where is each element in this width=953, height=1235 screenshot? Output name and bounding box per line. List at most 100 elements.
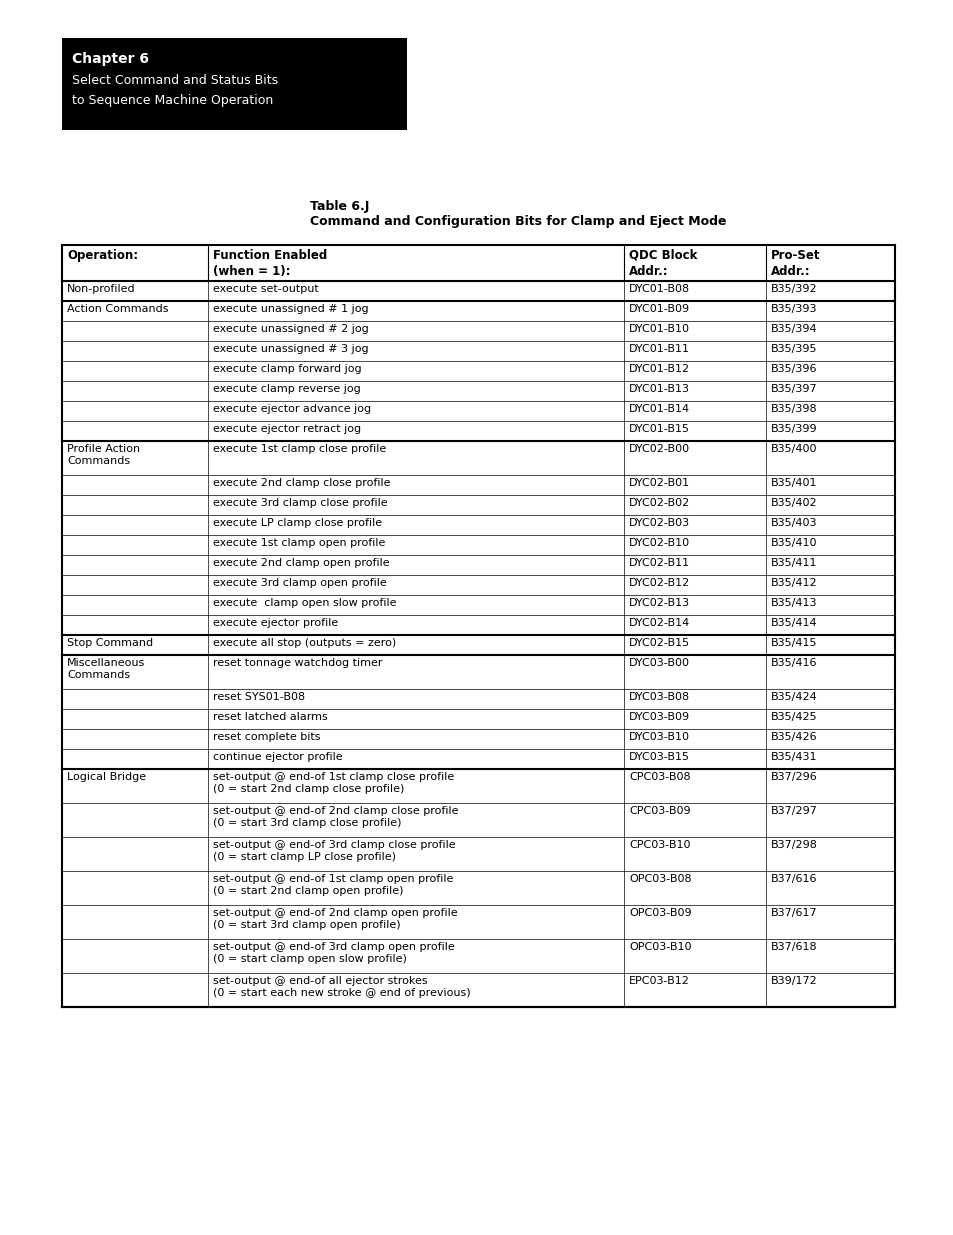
Text: execute 1st clamp close profile: execute 1st clamp close profile: [213, 445, 386, 454]
Text: B35/425: B35/425: [770, 713, 817, 722]
Text: B35/426: B35/426: [770, 732, 817, 742]
Text: DYC01-B13: DYC01-B13: [629, 384, 690, 394]
Text: set-output @ end-of 3rd clamp open profile
(0 = start clamp open slow profile): set-output @ end-of 3rd clamp open profi…: [213, 942, 454, 965]
Text: B35/410: B35/410: [770, 538, 817, 548]
Text: B35/397: B35/397: [770, 384, 817, 394]
Text: DYC01-B10: DYC01-B10: [629, 324, 690, 333]
Text: set-output @ end-of all ejector strokes
(0 = start each new stroke @ end of prev: set-output @ end-of all ejector strokes …: [213, 976, 470, 998]
Text: execute clamp reverse jog: execute clamp reverse jog: [213, 384, 360, 394]
Text: OPC03-B10: OPC03-B10: [629, 942, 691, 952]
Text: CPC03-B08: CPC03-B08: [629, 772, 690, 782]
Text: B35/399: B35/399: [770, 424, 817, 433]
Text: DYC01-B15: DYC01-B15: [629, 424, 690, 433]
Text: execute ejector profile: execute ejector profile: [213, 618, 337, 629]
Text: reset latched alarms: reset latched alarms: [213, 713, 327, 722]
Text: execute 1st clamp open profile: execute 1st clamp open profile: [213, 538, 385, 548]
Text: B35/394: B35/394: [770, 324, 817, 333]
Text: Command and Configuration Bits for Clamp and Eject Mode: Command and Configuration Bits for Clamp…: [310, 215, 726, 228]
Text: Table 6.J: Table 6.J: [310, 200, 369, 212]
Text: execute ejector advance jog: execute ejector advance jog: [213, 404, 371, 414]
Text: Action Commands: Action Commands: [67, 304, 169, 314]
Text: set-output @ end-of 1st clamp close profile
(0 = start 2nd clamp close profile): set-output @ end-of 1st clamp close prof…: [213, 772, 454, 794]
Text: execute 3rd clamp open profile: execute 3rd clamp open profile: [213, 578, 386, 588]
Text: DYC02-B14: DYC02-B14: [629, 618, 690, 629]
Text: set-output @ end-of 2nd clamp open profile
(0 = start 3rd clamp open profile): set-output @ end-of 2nd clamp open profi…: [213, 908, 456, 930]
Text: DYC02-B12: DYC02-B12: [629, 578, 690, 588]
Text: reset SYS01-B08: reset SYS01-B08: [213, 692, 305, 701]
Text: set-output @ end-of 2nd clamp close profile
(0 = start 3rd clamp close profile): set-output @ end-of 2nd clamp close prof…: [213, 806, 457, 827]
Text: CPC03-B09: CPC03-B09: [629, 806, 690, 816]
Text: Pro-Set
Addr.:: Pro-Set Addr.:: [770, 249, 820, 278]
Text: DYC02-B15: DYC02-B15: [629, 638, 690, 648]
Text: DYC02-B11: DYC02-B11: [629, 558, 690, 568]
Text: execute set-output: execute set-output: [213, 284, 318, 294]
Text: B37/616: B37/616: [770, 874, 817, 884]
Text: execute ejector retract jog: execute ejector retract jog: [213, 424, 360, 433]
Text: execute  clamp open slow profile: execute clamp open slow profile: [213, 598, 395, 608]
Text: Logical Bridge: Logical Bridge: [67, 772, 146, 782]
Text: DYC02-B13: DYC02-B13: [629, 598, 690, 608]
Text: continue ejector profile: continue ejector profile: [213, 752, 342, 762]
Text: reset complete bits: reset complete bits: [213, 732, 320, 742]
Text: B35/395: B35/395: [770, 345, 817, 354]
Text: reset tonnage watchdog timer: reset tonnage watchdog timer: [213, 658, 382, 668]
Text: B37/298: B37/298: [770, 840, 817, 850]
Text: DYC03-B00: DYC03-B00: [629, 658, 690, 668]
Text: Chapter 6: Chapter 6: [71, 52, 149, 65]
Text: execute unassigned # 3 jog: execute unassigned # 3 jog: [213, 345, 368, 354]
Text: B35/415: B35/415: [770, 638, 817, 648]
Text: B35/413: B35/413: [770, 598, 817, 608]
Text: DYC01-B09: DYC01-B09: [629, 304, 690, 314]
Text: B35/396: B35/396: [770, 364, 817, 374]
Text: Non-profiled: Non-profiled: [67, 284, 135, 294]
FancyBboxPatch shape: [62, 38, 407, 130]
Text: B35/414: B35/414: [770, 618, 817, 629]
Text: execute 2nd clamp close profile: execute 2nd clamp close profile: [213, 478, 390, 488]
Text: DYC01-B14: DYC01-B14: [629, 404, 690, 414]
Text: execute unassigned # 1 jog: execute unassigned # 1 jog: [213, 304, 368, 314]
Text: B35/411: B35/411: [770, 558, 817, 568]
Text: B37/617: B37/617: [770, 908, 817, 918]
Text: OPC03-B08: OPC03-B08: [629, 874, 691, 884]
Text: Stop Command: Stop Command: [67, 638, 153, 648]
Text: Select Command and Status Bits: Select Command and Status Bits: [71, 74, 278, 86]
Text: execute all stop (outputs = zero): execute all stop (outputs = zero): [213, 638, 395, 648]
Text: execute clamp forward jog: execute clamp forward jog: [213, 364, 361, 374]
Text: B35/424: B35/424: [770, 692, 817, 701]
Text: B37/296: B37/296: [770, 772, 817, 782]
Text: B35/398: B35/398: [770, 404, 817, 414]
Text: DYC03-B15: DYC03-B15: [629, 752, 690, 762]
Text: B35/416: B35/416: [770, 658, 817, 668]
Text: Operation:: Operation:: [67, 249, 138, 262]
Text: DYC02-B00: DYC02-B00: [629, 445, 690, 454]
Text: DYC01-B08: DYC01-B08: [629, 284, 690, 294]
Text: B35/402: B35/402: [770, 498, 817, 508]
Text: execute 3rd clamp close profile: execute 3rd clamp close profile: [213, 498, 387, 508]
Text: QDC Block
Addr.:: QDC Block Addr.:: [629, 249, 697, 278]
Text: DYC03-B10: DYC03-B10: [629, 732, 690, 742]
Text: set-output @ end-of 1st clamp open profile
(0 = start 2nd clamp open profile): set-output @ end-of 1st clamp open profi…: [213, 874, 453, 897]
Text: execute unassigned # 2 jog: execute unassigned # 2 jog: [213, 324, 368, 333]
Text: execute LP clamp close profile: execute LP clamp close profile: [213, 517, 381, 529]
Text: DYC03-B08: DYC03-B08: [629, 692, 690, 701]
Text: OPC03-B09: OPC03-B09: [629, 908, 691, 918]
Text: B35/403: B35/403: [770, 517, 817, 529]
Text: Function Enabled
(when = 1):: Function Enabled (when = 1):: [213, 249, 327, 278]
Text: B35/401: B35/401: [770, 478, 817, 488]
Text: B35/431: B35/431: [770, 752, 817, 762]
Text: DYC02-B03: DYC02-B03: [629, 517, 690, 529]
Text: B35/412: B35/412: [770, 578, 817, 588]
Text: DYC01-B11: DYC01-B11: [629, 345, 690, 354]
Text: DYC02-B10: DYC02-B10: [629, 538, 690, 548]
Text: B35/392: B35/392: [770, 284, 817, 294]
Text: to Sequence Machine Operation: to Sequence Machine Operation: [71, 94, 273, 107]
Text: DYC02-B01: DYC02-B01: [629, 478, 690, 488]
Text: DYC02-B02: DYC02-B02: [629, 498, 690, 508]
Text: B37/297: B37/297: [770, 806, 817, 816]
Text: set-output @ end-of 3rd clamp close profile
(0 = start clamp LP close profile): set-output @ end-of 3rd clamp close prof…: [213, 840, 455, 862]
Text: DYC03-B09: DYC03-B09: [629, 713, 690, 722]
Text: Profile Action
Commands: Profile Action Commands: [67, 445, 140, 466]
Text: execute 2nd clamp open profile: execute 2nd clamp open profile: [213, 558, 389, 568]
Text: B37/618: B37/618: [770, 942, 817, 952]
Text: EPC03-B12: EPC03-B12: [629, 976, 689, 986]
